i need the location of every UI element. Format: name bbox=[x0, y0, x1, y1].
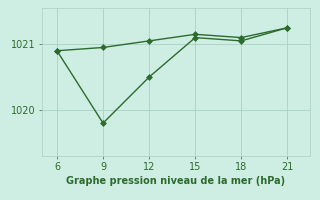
X-axis label: Graphe pression niveau de la mer (hPa): Graphe pression niveau de la mer (hPa) bbox=[67, 176, 285, 186]
